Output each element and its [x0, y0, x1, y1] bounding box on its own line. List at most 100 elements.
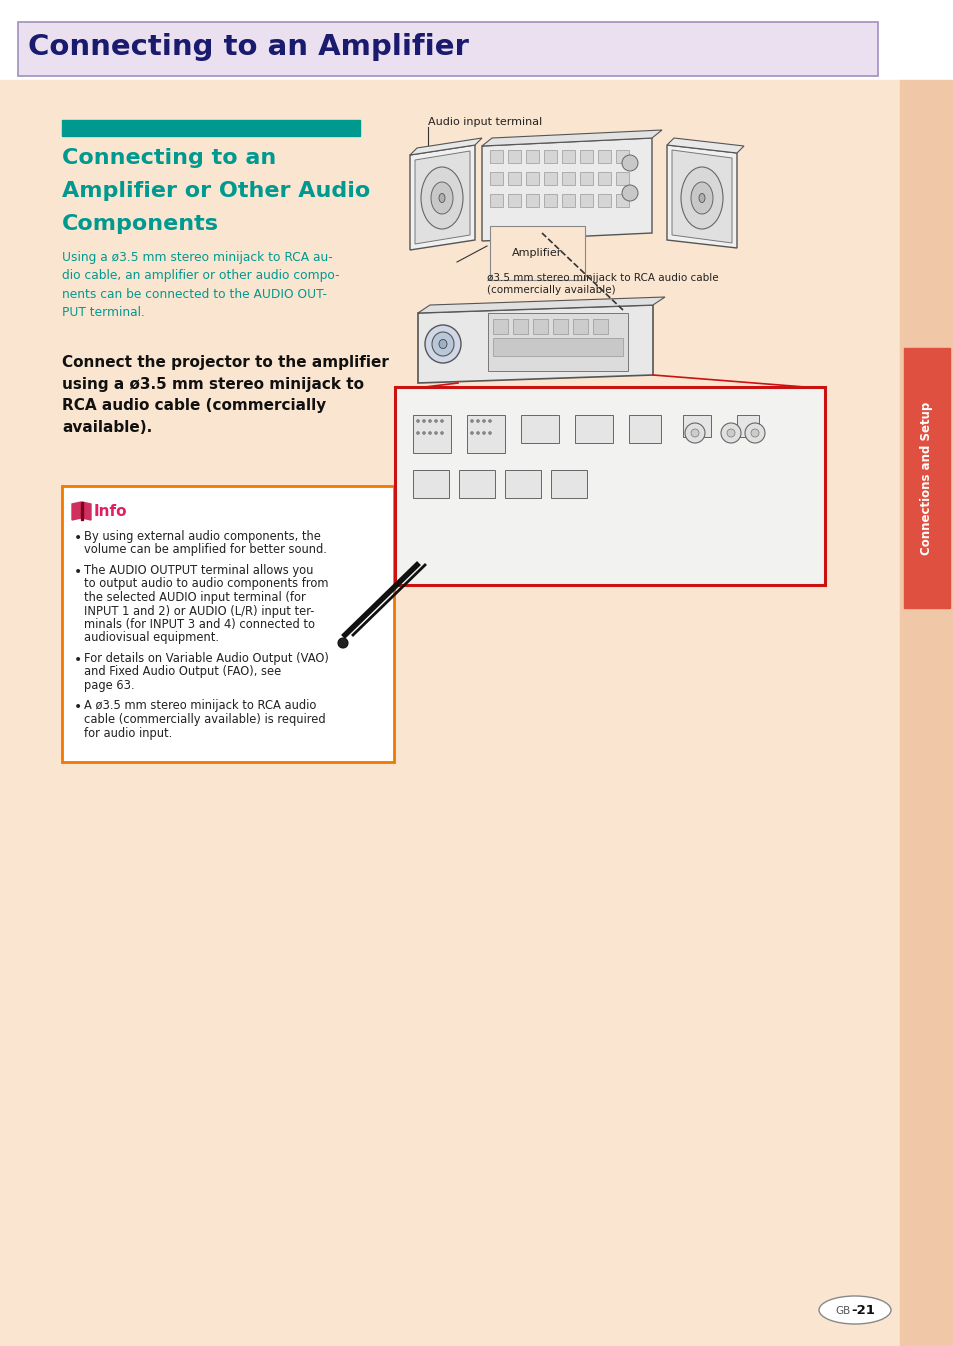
Ellipse shape: [744, 423, 764, 443]
Ellipse shape: [424, 324, 460, 363]
Text: Components: Components: [62, 214, 219, 234]
Text: volume can be amplified for better sound.: volume can be amplified for better sound…: [84, 544, 327, 556]
Text: GB: GB: [835, 1306, 850, 1316]
Ellipse shape: [621, 155, 638, 171]
Polygon shape: [415, 151, 470, 244]
Polygon shape: [417, 306, 652, 384]
Ellipse shape: [440, 420, 443, 423]
Polygon shape: [410, 145, 475, 250]
Ellipse shape: [438, 194, 444, 202]
Text: minals (for INPUT 3 and 4) connected to: minals (for INPUT 3 and 4) connected to: [84, 618, 314, 631]
Bar: [598, 149, 610, 163]
Ellipse shape: [476, 432, 479, 435]
Ellipse shape: [476, 420, 479, 423]
Bar: [395, 388, 824, 586]
Ellipse shape: [488, 420, 491, 423]
Text: Amplifier: Amplifier: [512, 248, 561, 258]
Text: By using external audio components, the: By using external audio components, the: [84, 530, 320, 542]
Text: Connections and Setup: Connections and Setup: [920, 401, 933, 555]
Bar: [899, 79, 953, 1346]
Ellipse shape: [416, 432, 419, 435]
Polygon shape: [417, 297, 664, 314]
Text: for audio input.: for audio input.: [84, 727, 172, 739]
Text: ø3.5 mm stereo minijack to RCA audio cable
(commercially available): ø3.5 mm stereo minijack to RCA audio cab…: [486, 273, 718, 295]
Bar: [413, 415, 451, 454]
Text: audiovisual equipment.: audiovisual equipment.: [84, 631, 219, 645]
Polygon shape: [481, 131, 661, 145]
Bar: [493, 319, 507, 334]
Ellipse shape: [431, 182, 453, 214]
Ellipse shape: [720, 423, 740, 443]
Ellipse shape: [432, 332, 454, 355]
Ellipse shape: [726, 429, 734, 437]
Bar: [490, 194, 502, 207]
Bar: [551, 470, 586, 498]
Ellipse shape: [690, 429, 699, 437]
Ellipse shape: [690, 182, 712, 214]
Text: Using a ø3.5 mm stereo minijack to RCA au-
dio cable, an amplifier or other audi: Using a ø3.5 mm stereo minijack to RCA a…: [62, 250, 339, 319]
Ellipse shape: [621, 184, 638, 201]
Bar: [467, 415, 504, 454]
Ellipse shape: [470, 432, 473, 435]
Text: For details on Variable Audio Output (VAO): For details on Variable Audio Output (VA…: [84, 651, 329, 665]
Bar: [62, 120, 359, 136]
Ellipse shape: [680, 167, 722, 229]
Bar: [458, 470, 495, 498]
Polygon shape: [481, 139, 651, 241]
Ellipse shape: [434, 420, 437, 423]
Bar: [513, 319, 527, 334]
Bar: [543, 194, 557, 207]
Bar: [520, 415, 558, 443]
Ellipse shape: [422, 432, 425, 435]
Bar: [616, 172, 628, 184]
Ellipse shape: [750, 429, 759, 437]
Ellipse shape: [470, 420, 473, 423]
Text: -21: -21: [850, 1304, 874, 1318]
Bar: [504, 470, 540, 498]
Text: Connect the projector to the amplifier
using a ø3.5 mm stereo minijack to
RCA au: Connect the projector to the amplifier u…: [62, 355, 389, 435]
Bar: [682, 415, 710, 437]
Text: •: •: [74, 532, 82, 545]
Ellipse shape: [488, 432, 491, 435]
Bar: [507, 172, 520, 184]
Ellipse shape: [416, 420, 419, 423]
Bar: [533, 319, 547, 334]
Text: INPUT 1 and 2) or AUDIO (L/R) input ter-: INPUT 1 and 2) or AUDIO (L/R) input ter-: [84, 604, 314, 618]
Ellipse shape: [337, 638, 348, 647]
Bar: [18, 22, 877, 75]
Bar: [553, 319, 567, 334]
Ellipse shape: [428, 432, 431, 435]
Text: A ø3.5 mm stereo minijack to RCA audio: A ø3.5 mm stereo minijack to RCA audio: [84, 700, 316, 712]
Text: the selected AUDIO input terminal (for: the selected AUDIO input terminal (for: [84, 591, 305, 604]
Bar: [525, 172, 538, 184]
Text: Audio input terminal: Audio input terminal: [428, 117, 541, 127]
Bar: [493, 338, 622, 355]
Ellipse shape: [482, 420, 485, 423]
Bar: [598, 172, 610, 184]
Bar: [488, 314, 627, 371]
Bar: [561, 194, 575, 207]
Bar: [507, 194, 520, 207]
Polygon shape: [666, 145, 737, 248]
Ellipse shape: [434, 432, 437, 435]
Polygon shape: [410, 139, 481, 155]
Bar: [525, 194, 538, 207]
Ellipse shape: [684, 423, 704, 443]
Text: Info: Info: [94, 503, 128, 518]
Bar: [737, 415, 759, 437]
Ellipse shape: [818, 1296, 890, 1324]
Ellipse shape: [699, 194, 704, 202]
Bar: [561, 149, 575, 163]
Bar: [81, 502, 83, 520]
Text: •: •: [74, 653, 82, 668]
Text: page 63.: page 63.: [84, 678, 134, 692]
Bar: [598, 194, 610, 207]
Ellipse shape: [428, 420, 431, 423]
Bar: [561, 172, 575, 184]
Bar: [579, 194, 593, 207]
Ellipse shape: [422, 420, 425, 423]
Bar: [593, 319, 607, 334]
Bar: [573, 319, 587, 334]
Bar: [490, 172, 502, 184]
Text: The AUDIO OUTPUT terminal allows you: The AUDIO OUTPUT terminal allows you: [84, 564, 313, 577]
